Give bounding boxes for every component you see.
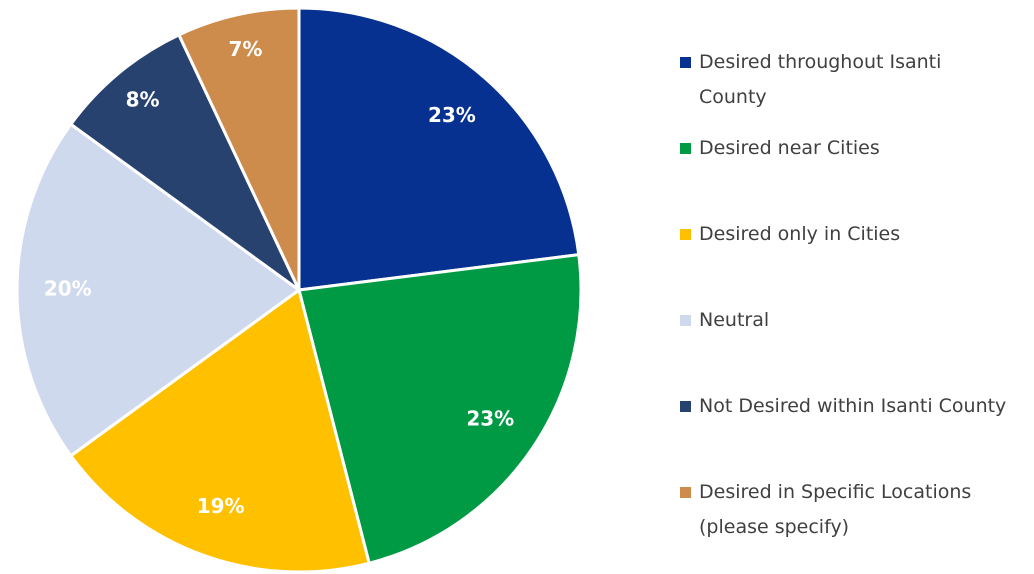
pie-slice [68,287,371,574]
data-label: 23% [428,103,476,127]
legend-label: Desired in Specific Locations (please sp… [699,481,972,538]
legend-label: Desired only in Cities [699,223,901,245]
legend-swatch [680,57,691,68]
legend-item: Desired throughout Isanti County [680,45,1020,115]
legend-item: Desired in Specific Locations (please sp… [680,475,1020,545]
pie-slice [15,122,302,458]
legend-label: Not Desired within Isanti County [699,395,1007,417]
data-label: 7% [228,37,262,61]
legend-item: Desired only in Cities [680,217,1020,252]
pie-slice [68,32,301,292]
data-label: 19% [197,494,245,518]
legend-item: Desired near Cities [680,131,1020,166]
legend-label: Neutral [699,309,770,331]
legend-item: Not Desired within Isanti County [680,389,1020,424]
legend-swatch [680,143,691,154]
legend-swatch [680,401,691,412]
pie-slice [297,252,583,565]
pie-slice [297,6,581,292]
legend-label: Desired near Cities [699,137,880,159]
pie-slice [176,6,301,291]
data-label: 8% [126,87,160,111]
legend-swatch [680,229,691,240]
legend-item: Neutral [680,303,1020,338]
legend-swatch [680,487,691,498]
legend-label: Desired throughout Isanti County [699,51,942,108]
data-label: 20% [44,277,92,301]
legend-swatch [680,315,691,326]
data-label: 23% [466,406,514,430]
